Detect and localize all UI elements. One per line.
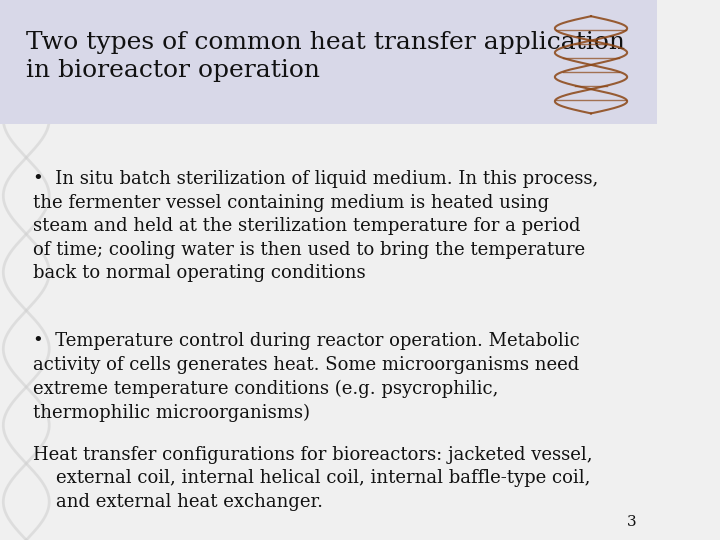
Text: Heat transfer configurations for bioreactors: jacketed vessel,
    external coil: Heat transfer configurations for bioreac… xyxy=(33,446,593,511)
Text: •  In situ batch sterilization of liquid medium. In this process,
the fermenter : • In situ batch sterilization of liquid … xyxy=(33,170,598,282)
Text: Two types of common heat transfer application
in bioreactor operation: Two types of common heat transfer applic… xyxy=(26,31,625,83)
Text: •  Temperature control during reactor operation. Metabolic
activity of cells gen: • Temperature control during reactor ope… xyxy=(33,332,580,422)
FancyBboxPatch shape xyxy=(0,0,657,124)
Text: 3: 3 xyxy=(627,515,637,529)
